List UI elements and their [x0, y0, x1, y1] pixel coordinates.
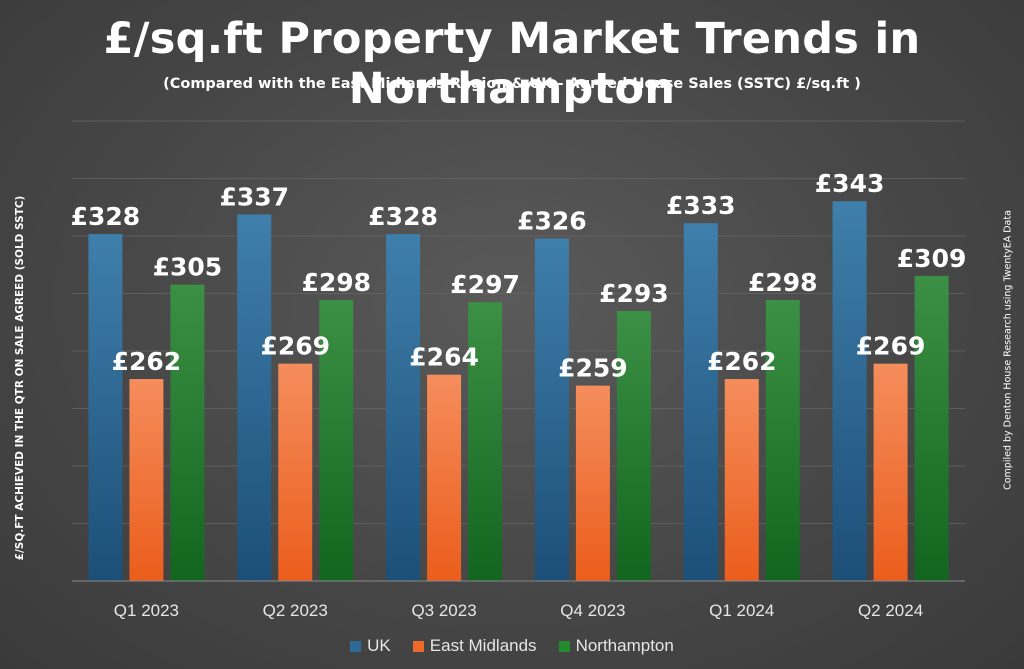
value-label-uk: £328 — [71, 202, 141, 231]
bar-uk — [386, 234, 421, 581]
value-label-east-midlands: £269 — [260, 332, 330, 361]
bar-northampton — [319, 300, 354, 581]
bar-uk — [88, 234, 123, 581]
value-label-northampton: £297 — [450, 270, 520, 299]
value-labels-group: £328 £262 £305 £337 £269 £298 £328 £264 £297 £326… — [71, 169, 967, 382]
value-label-uk: £343 — [815, 169, 885, 198]
bar-northampton — [765, 300, 800, 581]
bars-group — [88, 201, 949, 582]
bar-east-midlands — [427, 374, 462, 581]
bar-northampton — [170, 284, 205, 581]
x-tick-label: Q3 2023 — [411, 601, 476, 620]
bar-uk — [832, 201, 867, 581]
bar-northampton — [616, 310, 651, 581]
x-tick-label: Q2 2023 — [263, 601, 328, 620]
value-label-east-midlands: £269 — [856, 332, 926, 361]
bar-east-midlands — [129, 379, 164, 581]
value-label-east-midlands: £259 — [558, 354, 628, 383]
value-label-uk: £326 — [517, 207, 587, 236]
legend-item-northampton: Northampton — [558, 636, 674, 656]
legend-swatch — [350, 640, 362, 652]
legend-item-east-midlands: East Midlands — [412, 636, 537, 656]
legend-label: UK — [367, 636, 391, 655]
value-label-east-midlands: £264 — [409, 343, 479, 372]
bar-east-midlands — [724, 379, 759, 581]
value-label-northampton: £293 — [599, 279, 669, 308]
value-label-uk: £333 — [666, 191, 736, 220]
value-label-northampton: £305 — [153, 253, 223, 282]
bar-east-midlands — [873, 363, 908, 581]
legend: UK East Midlands Northampton — [0, 636, 1024, 656]
bar-uk — [237, 214, 272, 581]
x-tick-label: Q2 2024 — [858, 601, 923, 620]
legend-swatch — [558, 640, 570, 652]
legend-label: East Midlands — [429, 636, 537, 655]
x-tick-label: Q1 2024 — [709, 601, 774, 620]
legend-swatch — [412, 640, 424, 652]
value-label-uk: £337 — [219, 182, 289, 211]
bar-east-midlands — [278, 363, 313, 581]
legend-label: Northampton — [575, 636, 674, 655]
x-tick-label: Q4 2023 — [560, 601, 625, 620]
x-tick-labels-group: Q1 2023 Q2 2023 Q3 2023 Q4 2023 Q1 2024 Q2 20… — [114, 601, 923, 620]
chart-subtitle: (Compared with the East Midlands Region … — [163, 76, 861, 92]
bar-uk — [534, 238, 569, 582]
value-label-east-midlands: £262 — [112, 347, 182, 376]
value-label-northampton: £298 — [748, 268, 818, 297]
legend-item-uk: UK — [350, 636, 391, 656]
bar-east-midlands — [575, 385, 610, 581]
value-label-northampton: £298 — [301, 268, 371, 297]
x-tick-label: Q1 2023 — [114, 601, 179, 620]
value-label-northampton: £309 — [897, 244, 967, 273]
value-label-uk: £328 — [368, 202, 438, 231]
chart-title: £/sq.ft Property Market Trends in Northa… — [103, 14, 921, 114]
value-label-east-midlands: £262 — [707, 347, 777, 376]
bar-northampton — [914, 275, 949, 581]
bar-northampton — [468, 302, 503, 581]
gridlines — [72, 120, 965, 582]
bar-uk — [683, 223, 718, 581]
